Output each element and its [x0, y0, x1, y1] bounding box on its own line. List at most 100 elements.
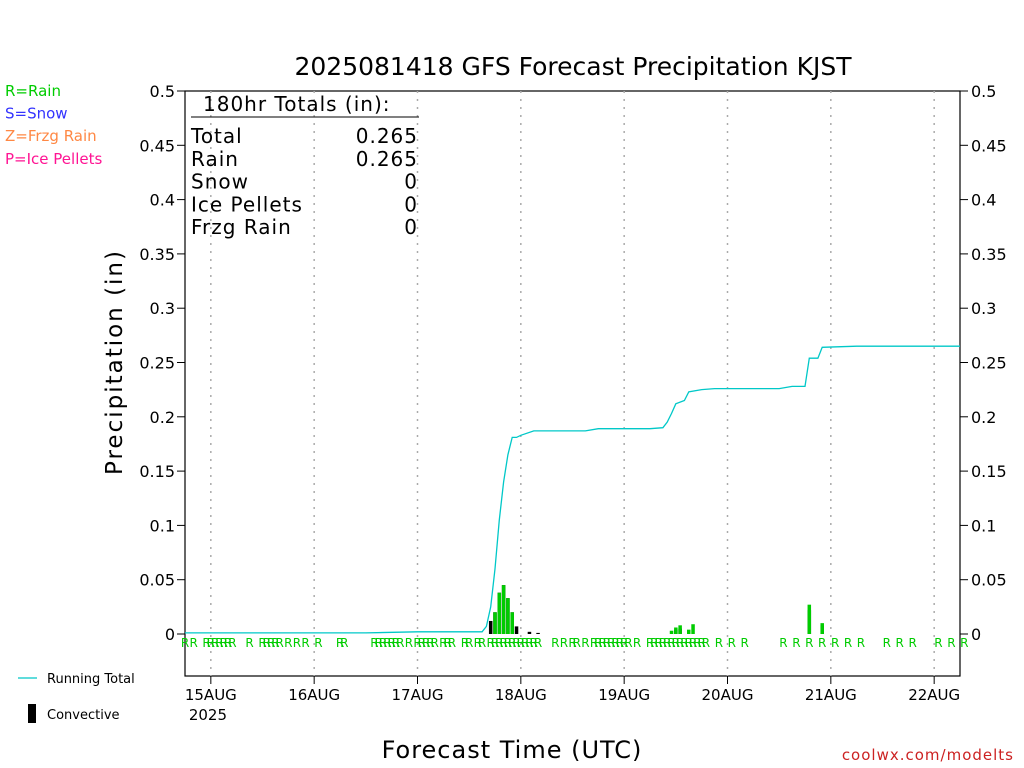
chart-title: 2025081418 GFS Forecast Precipitation KJ… [295, 52, 853, 81]
ptype-marker: R [215, 636, 223, 650]
ptype-marker: R [521, 636, 529, 650]
ptype-marker: R [340, 636, 348, 650]
rain-bar [687, 629, 691, 634]
ptype-marker: R [947, 636, 955, 650]
totals-row-label: Rain [191, 147, 239, 171]
rain-bar [669, 630, 674, 634]
y-tick-label-right: 0 [971, 625, 981, 644]
ptype-marker: R [672, 636, 680, 650]
y-tick-label-right: 0.1 [971, 516, 996, 535]
ptype-marker: R [818, 636, 826, 650]
ptype-marker: R [934, 636, 942, 650]
rain-bar [691, 624, 695, 634]
ptype-marker: R [267, 636, 275, 650]
ptype-marker: R [659, 636, 667, 650]
ptype-legend-item: S=Snow [5, 105, 68, 123]
y-tick-label-right: 0.3 [971, 299, 996, 318]
ptype-marker: R [534, 636, 542, 650]
ptype-marker: R [301, 636, 309, 650]
rain-bar [497, 592, 502, 634]
ptype-marker: R [603, 636, 611, 650]
ptype-marker: R [439, 636, 447, 650]
ptype-marker: R [715, 636, 723, 650]
x-tick-label: 18AUG [495, 686, 547, 704]
ptype-marker: R [512, 636, 520, 650]
y-tick-label-left: 0.3 [150, 299, 175, 318]
ptype-marker: R [228, 636, 236, 650]
ptype-marker: R [663, 636, 671, 650]
rain-bar [820, 623, 824, 634]
ptype-legend-item: P=Ice Pellets [5, 150, 102, 168]
ptype-marker: R [779, 636, 787, 650]
bottom-legend: Running Total Convective [18, 672, 135, 723]
ptype-marker: R [646, 636, 654, 650]
ptype-marker: R [844, 636, 852, 650]
rain-bar [506, 598, 510, 634]
totals-row-label: Frzg Rain [191, 215, 292, 239]
totals-row-value: 0 [404, 192, 418, 216]
x-tick-label: 17AUG [392, 686, 444, 704]
ptype-marker: R [508, 636, 516, 650]
rain-bar [674, 627, 678, 634]
y-tick-label-left: 0.2 [150, 408, 175, 427]
ptype-legend-item: Z=Frzg Rain [5, 127, 97, 145]
ptype-marker: R [284, 636, 292, 650]
ptype-marker: R [383, 636, 391, 650]
ptype-marker: R [831, 636, 839, 650]
plot-area [184, 90, 961, 677]
x-tick-label: 16AUG [288, 686, 340, 704]
ptype-marker: R [883, 636, 891, 650]
ptype-marker: R [741, 636, 749, 650]
rain-bar [493, 612, 497, 634]
ptype-marker: R [465, 636, 473, 650]
ptype-marker: R [590, 636, 598, 650]
ptype-marker: R [633, 636, 641, 650]
ptype-marker: R [504, 636, 512, 650]
ptype-marker: R [857, 636, 865, 650]
ptype-marker: R [667, 636, 675, 650]
ptype-marker: R [387, 636, 395, 650]
ptype-marker: R [271, 636, 279, 650]
totals-row-value: 0.265 [356, 124, 418, 148]
y-tick-label-right: 0.45 [971, 136, 1007, 155]
y-tick-label-right: 0.4 [971, 191, 996, 210]
ptype-marker: R [805, 636, 813, 650]
totals-box: 180hr Totals (in): Total 0.265 Rain 0.265 Sn… [190, 92, 419, 239]
y-tick-label-left: 0.4 [150, 191, 175, 210]
ptype-marker: R [220, 636, 228, 650]
convective-swatch [28, 704, 36, 723]
ptype-marker: R [908, 636, 916, 650]
ptype-marker: R [680, 636, 688, 650]
convective-bar [488, 620, 493, 634]
ptype-marker: R [560, 636, 568, 650]
ptype-marker: R [616, 636, 624, 650]
ptype-marker: R [478, 636, 486, 650]
ptype-marker: R [960, 636, 968, 650]
rain-bar [510, 612, 514, 634]
ptype-marker: R [293, 636, 301, 650]
ptype-marker: R [426, 636, 434, 650]
ptype-marker: R [443, 636, 451, 650]
ptype-marker: R [245, 636, 253, 650]
ptype-marker: R [405, 636, 413, 650]
totals-row-label: Total [190, 124, 243, 148]
ptype-marker: R [396, 636, 404, 650]
totals-row-value: 0 [404, 170, 418, 194]
convective-bar [527, 631, 532, 634]
ptype-marker: R [517, 636, 525, 650]
ptype-marker: R [461, 636, 469, 650]
ptype-marker: R [491, 636, 499, 650]
y-tick-label-left: 0.05 [139, 571, 175, 590]
totals-row-label: Snow [191, 170, 249, 194]
convective-bar [514, 626, 519, 634]
ptype-marker: R [530, 636, 538, 650]
ptype-marker: R [418, 636, 426, 650]
x-tick-label: 19AUG [598, 686, 650, 704]
rain-bar [501, 585, 506, 634]
ptype-marker: R [487, 636, 495, 650]
convective-legend-label: Convective [47, 708, 120, 723]
ptype-marker: R [676, 636, 684, 650]
ptype-marker: R [224, 636, 232, 650]
y-tick-label-right: 0.5 [971, 82, 996, 101]
